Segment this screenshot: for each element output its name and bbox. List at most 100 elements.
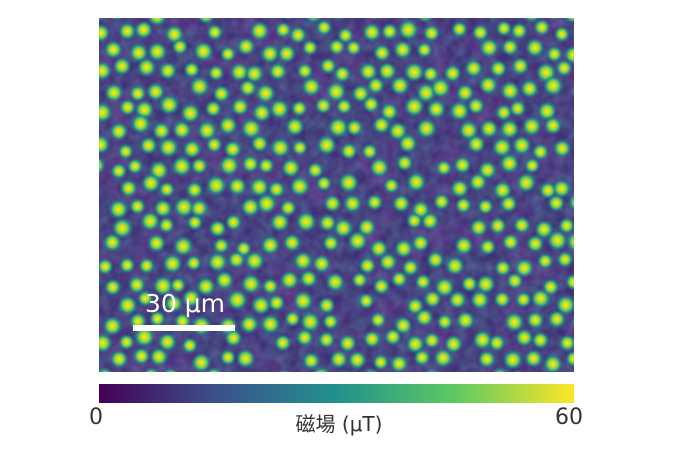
colorbar-gradient — [99, 384, 574, 403]
vortex-spot — [206, 23, 224, 41]
vortex-spot — [285, 117, 305, 137]
vortex-spot — [520, 79, 539, 99]
vortex-spot — [479, 37, 500, 58]
vortex-spot — [478, 75, 498, 95]
vortex-spot — [318, 214, 337, 232]
vortex-spot — [164, 294, 183, 313]
vortex-spot — [158, 217, 175, 234]
vortex-spot — [542, 75, 564, 96]
vortex-spot — [533, 18, 551, 36]
vortex-spot — [143, 367, 160, 372]
vortex-spot — [444, 334, 464, 354]
vortex-spot — [510, 22, 528, 40]
vortex-spot — [326, 81, 347, 102]
vortex-spot — [336, 98, 353, 115]
vortex-spot — [552, 179, 572, 199]
vortex-spot — [328, 38, 346, 56]
vortex-spot — [420, 212, 440, 231]
vortex-spot — [537, 101, 557, 121]
vortex-spot — [269, 98, 290, 120]
vortex-spot — [416, 41, 433, 58]
vortex-spot — [406, 172, 427, 192]
vortex-spot — [317, 331, 336, 349]
vortex-spot — [138, 257, 155, 274]
vortex-spot — [129, 43, 149, 63]
vortex-spot — [214, 270, 235, 290]
vortex-spot — [489, 217, 507, 235]
vortex-spot — [363, 368, 379, 372]
vortex-spot — [564, 18, 574, 24]
vortex-spot — [493, 290, 511, 308]
vortex-spot — [302, 39, 318, 56]
vortex-spot — [249, 177, 270, 198]
vortex-spot — [516, 172, 537, 193]
vortex-spot — [158, 94, 180, 116]
vortex-spot — [281, 158, 301, 178]
vortex-spot — [358, 257, 377, 275]
vortex-spot — [124, 371, 131, 372]
vortex-spot — [495, 20, 513, 37]
vortex-spot — [571, 314, 574, 329]
vortex-spot — [147, 18, 167, 27]
vortex-spot — [455, 196, 472, 214]
vortex-spot — [267, 180, 286, 199]
vortex-spot — [99, 351, 101, 364]
vortex-spot — [99, 258, 114, 275]
vortex-spot — [117, 295, 138, 316]
vortex-spot — [219, 45, 237, 63]
vortex-spot — [137, 290, 154, 307]
vortex-spot — [555, 294, 574, 316]
vortex-spot — [383, 177, 400, 194]
vortex-spot — [509, 100, 527, 117]
vortex-spot — [464, 59, 484, 78]
vortex-spot — [255, 83, 276, 104]
vortex-spot — [190, 157, 208, 175]
vortex-spot — [472, 329, 493, 350]
vortex-spot — [333, 65, 351, 83]
vortex-spot — [469, 218, 488, 237]
vortex-spot — [312, 366, 331, 372]
vortex-spot — [413, 349, 431, 367]
vortex-spot — [358, 62, 378, 81]
vortex-spot — [338, 172, 359, 193]
vortex-spot — [526, 311, 545, 330]
vortex-spot — [213, 237, 230, 254]
vortex-spot — [398, 133, 418, 154]
magnetic-field-image — [99, 18, 574, 372]
vortex-spot — [99, 61, 112, 81]
vortex-spot — [129, 84, 147, 103]
vortex-spot — [361, 143, 378, 160]
vortex-spot — [373, 44, 391, 62]
vortex-spot — [127, 275, 146, 294]
vortex-spot — [110, 162, 128, 180]
vortex-spot — [99, 18, 103, 24]
vortex-spot — [403, 61, 425, 83]
vortex-spot — [158, 181, 175, 198]
vortex-spot — [260, 18, 270, 20]
vortex-spot — [477, 370, 487, 372]
vortex-spot — [306, 161, 324, 179]
vortex-spot — [568, 194, 574, 211]
vortex-spot — [99, 23, 111, 43]
vortex-spot — [475, 274, 496, 295]
vortex-spot — [467, 97, 485, 115]
vortex-spot — [132, 347, 151, 365]
vortex-spot — [504, 312, 525, 333]
vortex-spot — [173, 236, 194, 257]
vortex-spot — [468, 172, 488, 192]
vortex-spot — [191, 352, 212, 372]
vortex-spot — [279, 199, 297, 217]
vortex-spot — [543, 354, 563, 372]
vortex-spot — [173, 196, 195, 218]
vortex-spot — [467, 134, 486, 154]
vortex-spot — [433, 348, 454, 368]
vortex-spot — [333, 218, 354, 239]
vortex-spot — [362, 22, 382, 42]
vortex-spot — [553, 26, 570, 43]
vortex-spot — [434, 277, 455, 298]
vortex-spot — [251, 295, 271, 316]
vortex-spot — [104, 278, 122, 296]
vortex-spot — [126, 158, 144, 175]
vortex-spot — [345, 119, 364, 137]
vortex-spot — [276, 369, 291, 372]
